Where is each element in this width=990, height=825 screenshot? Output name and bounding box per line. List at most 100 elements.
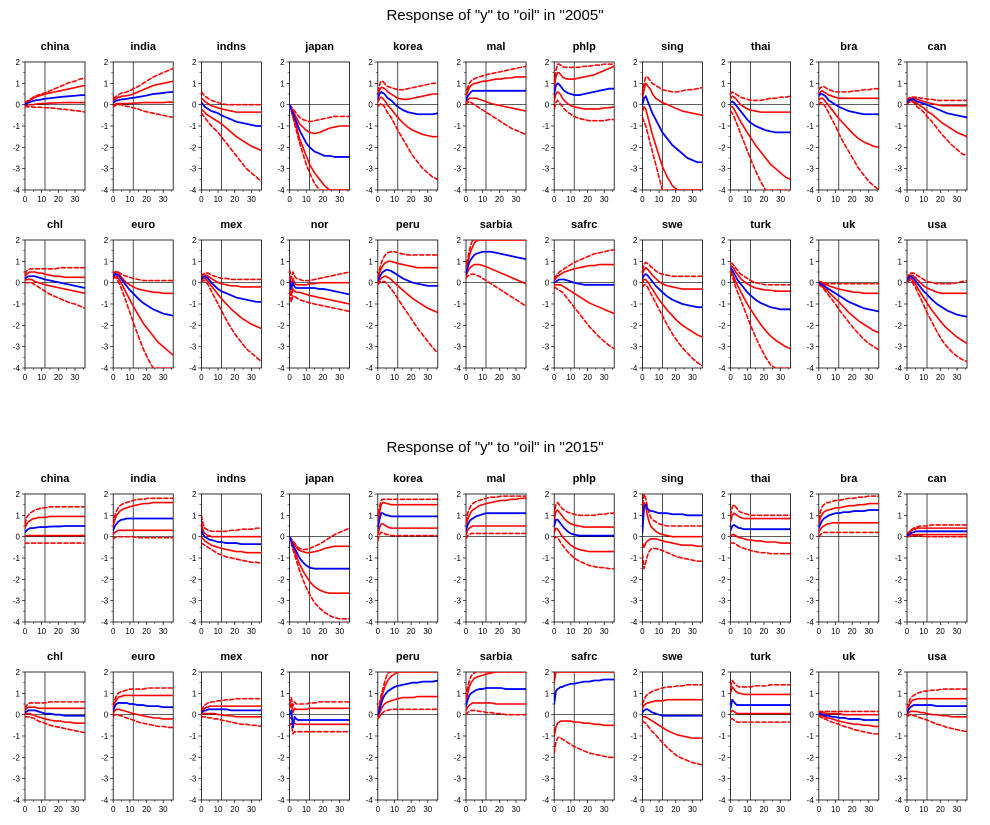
series-line-upper-outer — [377, 250, 438, 278]
y-tick-label: -3 — [366, 343, 374, 352]
panel-frame — [289, 671, 351, 801]
series-line-upper-inner — [907, 97, 967, 107]
y-tick-label: 0 — [280, 279, 285, 288]
series-line-upper-inner — [289, 703, 350, 714]
y-tick-label: 1 — [192, 511, 197, 520]
series-line-lower-outer — [201, 542, 262, 565]
y-tick-label: -3 — [807, 775, 815, 784]
y-tick-label: 0 — [898, 279, 903, 288]
x-tick-label: 20 — [759, 195, 768, 204]
x-tick-label: 10 — [831, 373, 840, 382]
x-tick-label: 0 — [817, 805, 822, 814]
y-tick-label: -3 — [718, 165, 726, 174]
panel-label: mal — [487, 41, 506, 53]
y-tick-label: 1 — [809, 79, 814, 88]
series-line-central — [466, 687, 526, 708]
y-tick-label: -2 — [630, 575, 638, 584]
y-tick-label: -3 — [277, 165, 285, 174]
series-line-central — [113, 273, 174, 317]
y-tick-label: -1 — [366, 732, 374, 741]
y-tick-label: 2 — [809, 490, 814, 499]
x-tick-label: 0 — [552, 195, 557, 204]
x-tick-label: 20 — [583, 805, 592, 814]
y-tick-label: -4 — [630, 364, 638, 373]
x-tick-label: 20 — [318, 627, 327, 636]
y-tick-label: 1 — [633, 511, 638, 520]
panel-frame — [24, 493, 86, 623]
y-tick-label: -1 — [718, 300, 726, 309]
series-line-lower-outer — [818, 101, 879, 190]
y-tick-label: 1 — [633, 257, 638, 266]
series-line-lower-outer — [642, 283, 703, 367]
y-tick-label: -4 — [895, 618, 903, 627]
y-tick-label: -4 — [895, 186, 903, 195]
series-line-upper-inner — [25, 515, 85, 529]
panel-label: uk — [842, 651, 856, 663]
y-tick-label: -2 — [807, 753, 815, 762]
y-tick-label: 2 — [545, 58, 550, 67]
series-line-lower-inner — [818, 97, 879, 149]
series-line-lower-inner — [377, 523, 438, 536]
y-tick-label: -1 — [895, 732, 903, 741]
x-tick-label: 20 — [142, 373, 151, 382]
series-line-lower-inner — [377, 695, 438, 718]
series-line-upper-outer — [642, 494, 703, 527]
y-tick-label: 1 — [192, 257, 197, 266]
y-tick-label: -4 — [630, 618, 638, 627]
x-tick-label: 0 — [640, 627, 645, 636]
series-line-lower-outer — [377, 531, 438, 542]
y-tick-label: -3 — [895, 775, 903, 784]
series-line-lower-inner — [113, 708, 174, 720]
series-line-upper-inner — [730, 264, 791, 293]
y-tick-label: -3 — [895, 165, 903, 174]
y-tick-label: 2 — [16, 58, 21, 67]
panel-label: usa — [928, 651, 948, 663]
y-tick-label: -1 — [13, 554, 21, 563]
x-tick-label: 10 — [478, 373, 487, 382]
series-line-upper-outer — [818, 495, 879, 521]
y-tick-label: 0 — [545, 711, 550, 720]
y-tick-label: -3 — [630, 165, 638, 174]
series-line-lower-inner — [554, 527, 615, 553]
series-line-upper-outer — [289, 696, 350, 707]
x-tick-label: 30 — [71, 195, 80, 204]
y-tick-label: 2 — [457, 490, 462, 499]
y-tick-label: -1 — [542, 554, 550, 563]
series-line-upper-inner — [642, 266, 703, 290]
y-tick-label: -3 — [277, 343, 285, 352]
x-tick-label: 30 — [247, 195, 256, 204]
y-tick-label: 2 — [192, 58, 197, 67]
series-line-lower-outer — [642, 547, 703, 570]
x-tick-label: 10 — [390, 195, 399, 204]
series-line-central — [818, 712, 879, 721]
series-line-upper-inner — [907, 527, 967, 537]
series-line-lower-inner — [25, 101, 85, 107]
y-tick-label: -4 — [807, 364, 815, 373]
y-tick-label: 1 — [104, 79, 109, 88]
x-tick-label: 0 — [111, 805, 116, 814]
y-tick-label: 2 — [16, 490, 21, 499]
x-tick-label: 0 — [464, 195, 469, 204]
y-tick-label: -3 — [542, 165, 550, 174]
y-tick-label: 2 — [16, 668, 21, 677]
y-tick-label: -2 — [542, 575, 550, 584]
x-tick-label: 0 — [728, 627, 733, 636]
series-line-central — [377, 679, 438, 716]
x-tick-label: 10 — [302, 373, 311, 382]
y-tick-label: 2 — [368, 58, 373, 67]
series-line-upper-outer — [377, 672, 438, 712]
y-tick-label: 1 — [280, 511, 285, 520]
series-line-central — [642, 95, 703, 164]
y-tick-label: -1 — [277, 732, 285, 741]
x-tick-label: 20 — [318, 195, 327, 204]
series-line-lower-outer — [113, 535, 174, 540]
series-line-upper-inner — [730, 95, 791, 113]
series-line-upper-outer — [730, 262, 791, 286]
series-line-upper-outer — [466, 672, 526, 699]
series-line-upper-inner — [466, 672, 526, 703]
